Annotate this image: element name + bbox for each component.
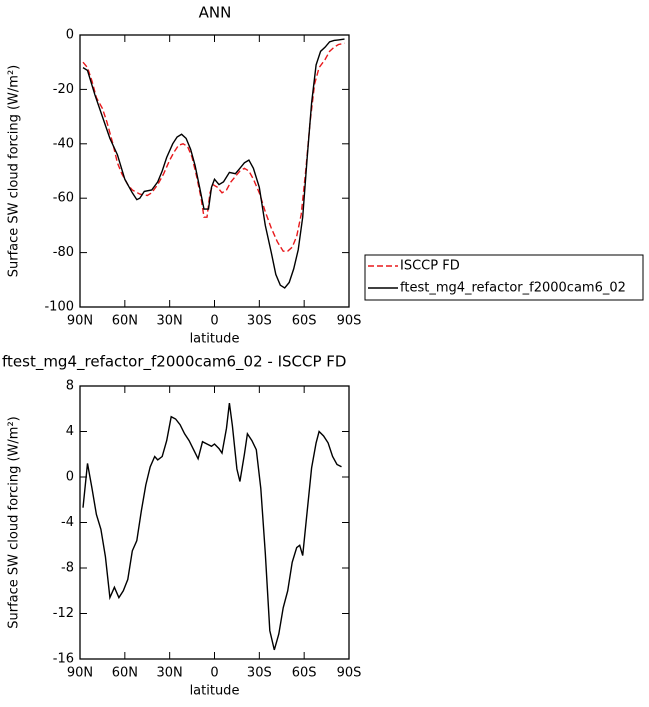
y-tick-label: -12	[53, 606, 74, 621]
plot-frame	[79, 34, 350, 308]
y-tick-label: -60	[53, 191, 74, 206]
y-tick-label: -80	[53, 245, 74, 260]
y-tick-label: -100	[44, 300, 74, 315]
y-tick-label: -20	[53, 82, 74, 97]
x-axis-label: latitude	[190, 332, 240, 347]
legend-label: ISCCP FD	[400, 259, 460, 274]
x-tick-label: 60N	[112, 666, 138, 681]
data-line	[82, 403, 342, 651]
x-tick-label: 60S	[292, 666, 317, 681]
y-tick-label: 8	[66, 379, 74, 394]
data-line	[82, 38, 345, 289]
y-tick-label: -8	[61, 561, 74, 576]
chart-title: ftest_mg4_refactor_f2000cam6_02 - ISCCP …	[2, 353, 346, 372]
x-tick-label: 90N	[67, 666, 93, 681]
y-axis-label: Surface SW cloud forcing (W/m²)	[7, 65, 22, 277]
x-tick-label: 60N	[112, 314, 138, 329]
x-tick-label: 60S	[292, 314, 317, 329]
legend-label: ftest_mg4_refactor_f2000cam6_02	[400, 281, 626, 296]
chart-title: ANN	[199, 4, 232, 22]
x-tick-label: 90S	[337, 314, 362, 329]
x-tick-label: 30S	[247, 666, 272, 681]
legend-box	[364, 254, 644, 301]
y-tick-label: -4	[61, 515, 74, 530]
x-axis-label: latitude	[190, 684, 240, 699]
y-tick-label: 0	[66, 28, 74, 43]
x-tick-label: 90N	[67, 314, 93, 329]
x-tick-label: 0	[210, 314, 218, 329]
x-tick-label: 30S	[247, 314, 272, 329]
data-line	[82, 42, 345, 252]
x-tick-label: 30N	[157, 314, 183, 329]
y-tick-label: 4	[66, 424, 74, 439]
x-tick-label: 0	[210, 666, 218, 681]
plot-frame	[79, 385, 350, 660]
x-tick-label: 90S	[337, 666, 362, 681]
y-tick-label: 0	[66, 470, 74, 485]
y-tick-label: -40	[53, 136, 74, 151]
x-tick-label: 30N	[157, 666, 183, 681]
y-tick-label: -16	[53, 652, 74, 667]
y-axis-label: Surface SW cloud forcing (W/m²)	[7, 416, 22, 628]
